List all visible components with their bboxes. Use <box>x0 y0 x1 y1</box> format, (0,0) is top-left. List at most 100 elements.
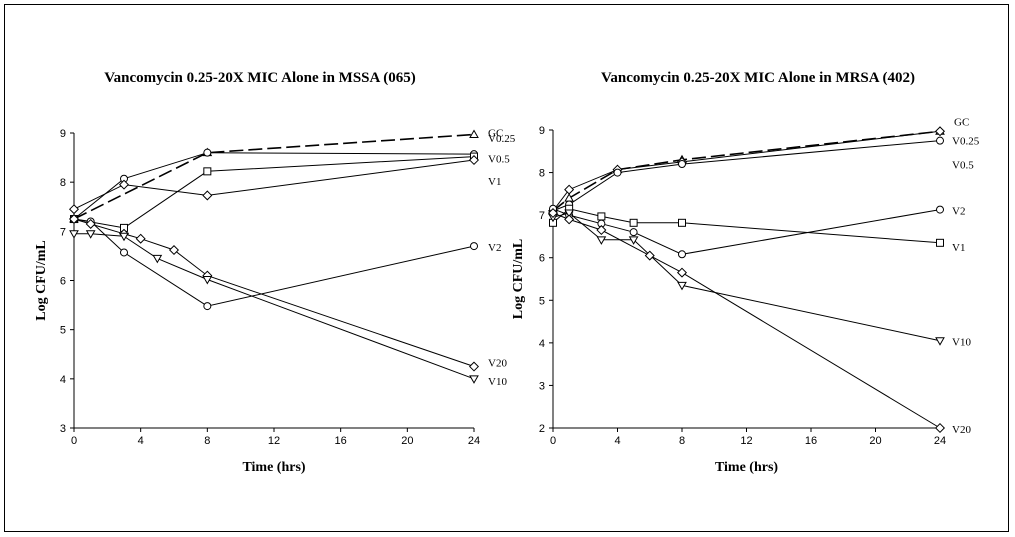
data-point-v20 <box>934 422 946 434</box>
data-point-v1 <box>468 155 480 166</box>
y-tick-label: 5 <box>539 295 545 307</box>
x-tick-label: 0 <box>71 435 77 447</box>
data-point-v10 <box>935 337 945 346</box>
data-point-v20 <box>644 250 655 261</box>
data-point-v10 <box>677 281 687 291</box>
series-label-v20: V20 <box>952 424 971 436</box>
y-tick-label: 7 <box>60 226 66 238</box>
series-v0-5: V0.5 <box>549 136 974 215</box>
series-v2: V2 <box>70 215 501 311</box>
data-point-v20 <box>85 218 96 229</box>
data-point-v1 <box>118 179 130 190</box>
data-point-v2 <box>629 228 638 237</box>
series-v20: V20 <box>68 214 507 372</box>
data-point-v10 <box>596 236 607 245</box>
series-line-v10 <box>74 233 475 380</box>
y-tick-label: 6 <box>539 253 545 265</box>
data-point-v10 <box>119 232 129 242</box>
chart-panel-2: Vancomycin 0.25-20X MIC Alone in MRSA (4… <box>511 70 980 475</box>
series-label-v1: V1 <box>488 176 501 188</box>
series-gc: GC <box>548 116 969 215</box>
series-label-v10: V10 <box>488 376 507 388</box>
series-v0-5: V0.5 <box>70 152 510 232</box>
series-line-v2 <box>73 218 475 307</box>
y-tick-label: 4 <box>60 374 66 386</box>
data-point-v1 <box>678 218 686 227</box>
y-tick-label: 5 <box>60 325 66 337</box>
data-point-v20 <box>135 233 146 244</box>
series-line-v2 <box>552 208 941 255</box>
series-label-gc: GC <box>488 127 503 139</box>
series-v1: V1 <box>549 204 965 254</box>
x-tick-label: 12 <box>268 435 280 447</box>
x-tick-label: 16 <box>805 435 817 447</box>
y-tick-label: 2 <box>539 423 545 435</box>
series-v0-25: V0.25 <box>547 126 980 216</box>
series-line-v1 <box>73 159 475 210</box>
series-label-v0-25: V0.25 <box>952 135 980 147</box>
series-label-v2: V2 <box>488 242 501 254</box>
series-line-v0-5 <box>73 156 475 229</box>
y-tick-label: 9 <box>539 125 545 137</box>
data-point-v20 <box>564 214 575 225</box>
x-tick-label: 24 <box>468 435 480 447</box>
chart-title: Vancomycin 0.25-20X MIC Alone in MSSA (0… <box>104 70 416 86</box>
y-tick-label: 9 <box>60 128 66 140</box>
data-point-v0-5 <box>678 160 686 169</box>
data-point-v20 <box>168 245 180 256</box>
data-point-v20 <box>68 214 80 225</box>
series-label-v20: V20 <box>488 358 507 370</box>
data-point-v10 <box>628 236 639 245</box>
data-point-v20 <box>468 361 480 372</box>
series-label-v0-25: V0.25 <box>488 133 516 145</box>
data-point-v1 <box>597 212 606 221</box>
data-point-v20 <box>547 208 559 219</box>
data-point-v0-25 <box>203 148 212 157</box>
series-v20: V20 <box>547 208 971 436</box>
y-tick-label: 8 <box>60 177 66 189</box>
y-axis-label: Log CFU/mL <box>511 239 526 320</box>
y-tick-label: 3 <box>539 380 545 392</box>
series-label-v10: V10 <box>952 337 971 349</box>
x-tick-label: 24 <box>934 435 946 447</box>
data-point-v2 <box>120 248 128 257</box>
series-label-v0-5: V0.5 <box>952 160 974 172</box>
data-point-v10 <box>85 230 96 239</box>
x-tick-label: 16 <box>335 435 347 447</box>
x-tick-label: 8 <box>679 435 685 447</box>
data-point-v2 <box>678 250 686 259</box>
x-tick-label: 4 <box>614 435 620 447</box>
series-label-gc: GC <box>954 116 969 128</box>
figure-frame <box>4 4 1009 532</box>
series-label-v2: V2 <box>952 206 965 218</box>
data-point-v0-25 <box>934 126 946 137</box>
series-line-v0-5 <box>552 140 941 212</box>
y-tick-label: 7 <box>539 210 545 222</box>
data-point-v0-5 <box>203 167 212 176</box>
y-tick-label: 3 <box>60 423 66 435</box>
series-label-v0-5: V0.5 <box>488 154 510 166</box>
series-v10: V10 <box>548 209 971 349</box>
data-point-gc <box>564 193 574 202</box>
data-point-v10 <box>469 375 479 384</box>
data-point-v1 <box>629 218 638 227</box>
x-tick-label: 0 <box>550 435 556 447</box>
data-point-v0-5 <box>613 168 622 177</box>
x-axis-label: Time (hrs) <box>242 460 305 475</box>
x-tick-label: 20 <box>869 435 881 447</box>
data-point-v20 <box>676 267 688 278</box>
data-point-gc <box>469 129 479 138</box>
data-point-v0-25 <box>564 184 575 195</box>
series-line-gc <box>552 130 941 212</box>
x-axis-label: Time (hrs) <box>715 460 778 475</box>
series-v10: V10 <box>69 230 507 388</box>
y-tick-label: 4 <box>539 338 545 350</box>
chart-panel-1: Vancomycin 0.25-20X MIC Alone in MSSA (0… <box>34 70 516 475</box>
data-point-v2 <box>470 242 478 251</box>
data-point-v1 <box>68 204 80 215</box>
series-v1: V1 <box>68 155 501 215</box>
chart-title: Vancomycin 0.25-20X MIC Alone in MRSA (4… <box>601 70 915 86</box>
data-point-v1 <box>202 190 213 201</box>
data-point-v20 <box>596 225 607 236</box>
